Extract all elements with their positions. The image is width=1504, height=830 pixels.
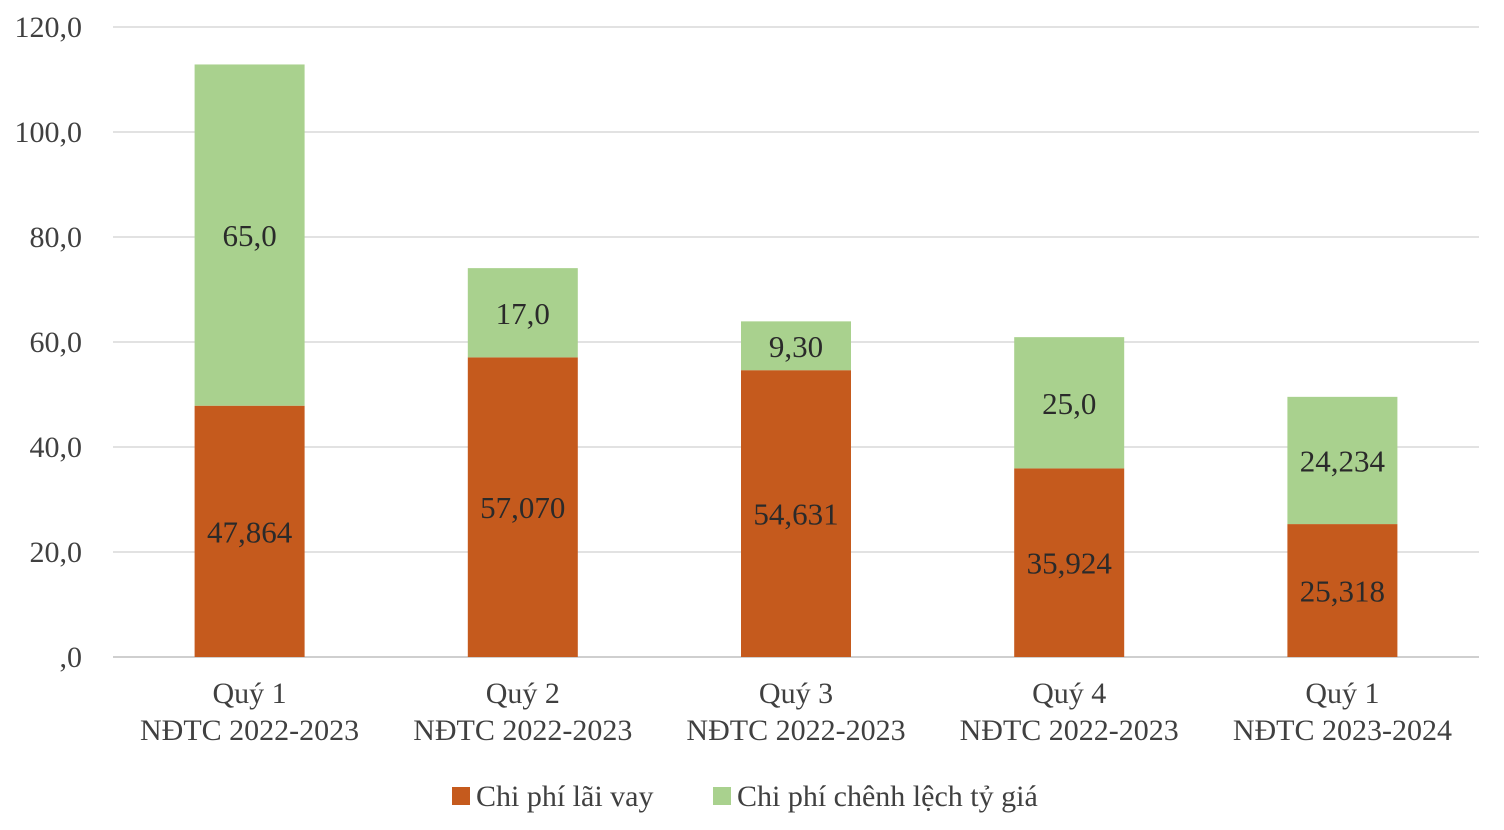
data-label: 24,234 <box>1300 443 1386 478</box>
x-axis-category-labels: Quý 1 NĐTC 2022-2023 Quý 2 NĐTC 2022-2023 Qu… <box>140 677 1452 747</box>
data-label: 17,0 <box>496 296 550 331</box>
y-tick-label: 80,0 <box>30 221 83 254</box>
bar-exchange-difference <box>741 321 851 371</box>
y-tick-label: 40,0 <box>30 431 83 464</box>
y-tick-label: ,0 <box>60 641 83 674</box>
x-category-label: NĐTC 2022-2023 <box>140 714 359 747</box>
bar-interest-expense <box>741 370 851 657</box>
data-labels: 47,864 65,0 57,070 17,0 54,631 9,30 35,924 25,0… <box>207 218 1386 608</box>
bar-interest-expense <box>467 357 578 657</box>
data-label: 57,070 <box>480 490 565 525</box>
x-category-label: Quý 1 <box>1305 677 1379 710</box>
x-category-label: NĐTC 2022-2023 <box>413 714 632 747</box>
x-category-label: Quý 2 <box>486 677 560 710</box>
bar-exchange-difference <box>467 268 578 358</box>
x-category-label: Quý 3 <box>759 677 833 710</box>
x-category-label: NĐTC 2022-2023 <box>686 714 905 747</box>
data-label: 65,0 <box>222 218 276 253</box>
data-label: 54,631 <box>753 497 838 532</box>
bar-interest-expense <box>194 405 305 657</box>
data-label: 35,924 <box>1027 546 1113 581</box>
data-label: 47,864 <box>207 514 293 549</box>
y-axis-tick-labels: ,0 20,0 40,0 60,0 80,0 100,0 120,0 <box>15 11 83 674</box>
legend-swatch <box>713 787 731 805</box>
legend: Chi phí lãi vay Chi phí chênh lệch tỷ giá <box>452 780 1038 813</box>
x-category-label: Quý 4 <box>1032 677 1106 710</box>
x-category-label: Quý 1 <box>213 677 287 710</box>
y-tick-label: 100,0 <box>15 116 83 149</box>
x-category-label: NĐTC 2023-2024 <box>1233 714 1452 747</box>
x-category-label: NĐTC 2022-2023 <box>960 714 1179 747</box>
bar-interest-expense <box>1014 468 1125 657</box>
legend-label: Chi phí chênh lệch tỷ giá <box>737 780 1038 813</box>
y-tick-label: 120,0 <box>15 11 83 44</box>
data-label: 25,0 <box>1042 386 1096 421</box>
bar-exchange-difference <box>194 64 305 406</box>
data-label: 9,30 <box>769 329 823 364</box>
legend-label: Chi phí lãi vay <box>476 780 653 813</box>
y-tick-label: 60,0 <box>30 326 83 359</box>
bar-exchange-difference <box>1287 396 1398 525</box>
bar-interest-expense <box>1287 524 1398 657</box>
y-tick-label: 20,0 <box>30 536 83 569</box>
data-label: 25,318 <box>1300 574 1385 609</box>
legend-swatch <box>452 787 470 805</box>
bar-exchange-difference <box>1014 337 1125 469</box>
bars <box>194 64 1398 657</box>
